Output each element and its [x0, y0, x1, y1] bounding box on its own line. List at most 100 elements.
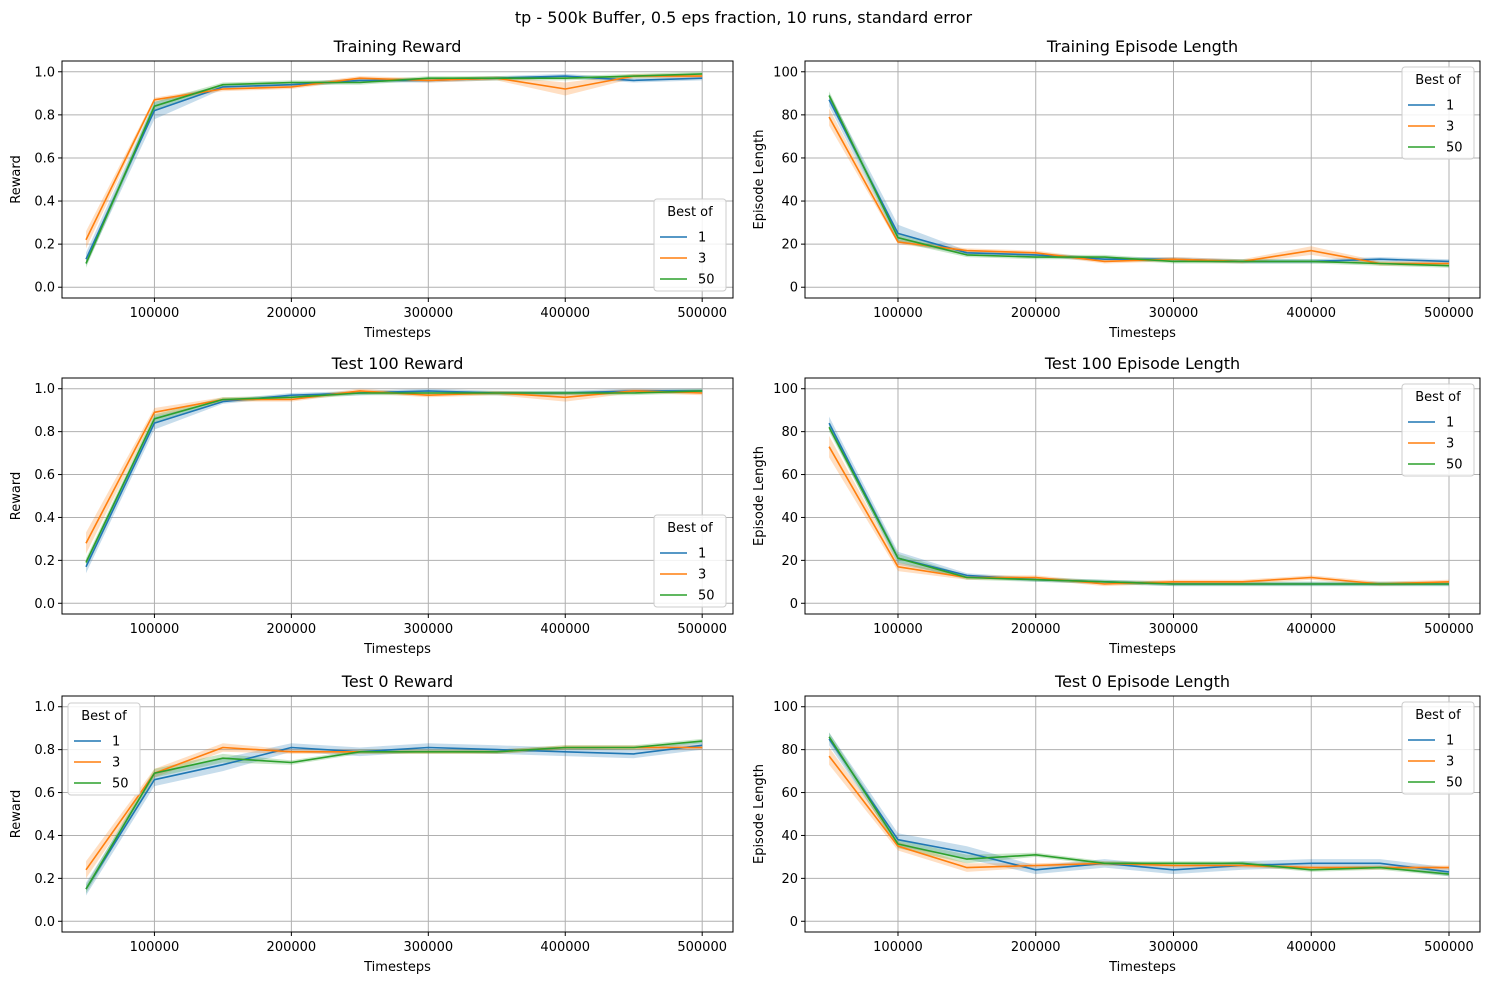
legend-label-50: 50 [1446, 141, 1463, 156]
x-axis-label: Timesteps [1108, 960, 1176, 975]
x-tick-label: 300000 [403, 940, 453, 955]
legend: Best of 1 3 50 [653, 514, 727, 608]
legend-label-1: 1 [698, 231, 706, 246]
x-tick-label: 100000 [130, 940, 180, 955]
axes-frame [804, 695, 1481, 933]
axes-frame [61, 377, 734, 615]
legend-label-1: 1 [1446, 734, 1454, 749]
x-tick-label: 300000 [1149, 306, 1199, 321]
axes-title: Test 100 Episode Length [1044, 354, 1240, 373]
x-tick-label: 500000 [677, 622, 727, 637]
series-50-error-band [829, 423, 1449, 587]
x-tick-label: 200000 [1011, 940, 1061, 955]
x-tick-label: 200000 [1011, 622, 1061, 637]
legend-label-50: 50 [1446, 458, 1463, 473]
legend: Best of 1 3 50 [67, 702, 141, 796]
y-axis-label: Reward [9, 155, 24, 203]
y-tick-label: 20 [781, 238, 798, 253]
series-50-line [828, 736, 1450, 875]
chart-0: 100000 200000 300000 400000 500000 0.0 0.2 0.4 0… [9, 37, 734, 341]
series-1-line [85, 744, 703, 890]
y-tick-label: 0.2 [34, 872, 55, 887]
y-tick-label: 80 [781, 425, 798, 440]
y-tick-label: 80 [781, 743, 798, 758]
y-tick-label: 100 [773, 65, 798, 80]
y-axis-label: Episode Length [752, 764, 767, 864]
x-tick-label: 100000 [130, 622, 180, 637]
legend-label-50: 50 [112, 777, 129, 792]
chart-5: 100000 200000 300000 400000 500000 0 20 40 60 80 1… [752, 672, 1481, 975]
legend-label-3: 3 [1446, 120, 1454, 135]
series-50-line [85, 390, 703, 563]
legend-label-50: 50 [1446, 776, 1463, 791]
y-tick-label: 100 [773, 700, 798, 715]
y-tick-label: 0.0 [34, 281, 55, 296]
x-tick-label: 200000 [1011, 306, 1061, 321]
series-1-error-band [86, 741, 703, 896]
x-tick-label: 500000 [1424, 306, 1474, 321]
legend: Best of 1 3 50 [1401, 701, 1475, 795]
y-tick-label: 80 [781, 108, 798, 123]
x-tick-label: 100000 [130, 306, 180, 321]
x-axis-label: Timesteps [363, 326, 431, 341]
y-tick-label: 60 [781, 786, 798, 801]
y-tick-label: 20 [781, 872, 798, 887]
y-tick-label: 0.8 [34, 108, 55, 123]
y-tick-label: 0.2 [34, 554, 55, 569]
x-tick-label: 200000 [267, 622, 317, 637]
legend-title: Best of [1415, 708, 1461, 723]
chart-1: 100000 200000 300000 400000 500000 0 20 40 60 80 1… [752, 37, 1481, 341]
series-50-line [828, 426, 1449, 585]
legend: Best of 1 3 50 [653, 198, 727, 292]
series-50-line [85, 740, 703, 890]
axes-frame [61, 695, 734, 933]
legend-title: Best of [81, 709, 127, 724]
series-50-line [85, 73, 703, 264]
legend: Best of 1 3 50 [1401, 383, 1475, 477]
y-axis-label: Reward [9, 472, 24, 520]
y-tick-label: 0.6 [34, 468, 55, 483]
axes-title: Test 0 Reward [341, 672, 453, 691]
x-tick-label: 200000 [267, 940, 317, 955]
y-tick-label: 0.4 [34, 195, 55, 210]
axes-title: Training Episode Length [1046, 37, 1238, 56]
series-1-error-band [829, 732, 1449, 877]
y-tick-label: 0 [790, 597, 798, 612]
y-tick-label: 100 [773, 382, 798, 397]
legend-label-1: 1 [698, 547, 706, 562]
y-axis-label: Episode Length [752, 446, 767, 546]
y-axis-label: Episode Length [752, 129, 767, 229]
y-tick-label: 0.0 [34, 597, 55, 612]
y-tick-label: 20 [781, 554, 798, 569]
axes-title: Test 0 Episode Length [1054, 672, 1230, 691]
y-tick-label: 1.0 [34, 382, 55, 397]
x-axis-label: Timesteps [363, 960, 431, 975]
axes-title: Test 100 Reward [331, 354, 464, 373]
legend-box [1401, 701, 1475, 795]
legend-box [653, 198, 727, 292]
legend-label-50: 50 [698, 589, 715, 604]
y-tick-label: 0 [790, 915, 798, 930]
x-tick-label: 100000 [873, 622, 923, 637]
x-tick-label: 400000 [540, 622, 590, 637]
x-tick-label: 100000 [873, 306, 923, 321]
x-tick-label: 400000 [540, 940, 590, 955]
x-tick-label: 400000 [1286, 940, 1336, 955]
x-tick-label: 500000 [1424, 622, 1474, 637]
axes-frame [804, 60, 1481, 299]
legend-label-3: 3 [698, 568, 706, 583]
x-tick-label: 300000 [403, 622, 453, 637]
x-tick-label: 500000 [677, 306, 727, 321]
legend-box [67, 702, 141, 796]
series-50-error-band [829, 91, 1449, 268]
legend-label-1: 1 [1446, 99, 1454, 114]
legend-title: Best of [667, 205, 713, 220]
y-axis-label: Reward [9, 790, 24, 838]
x-tick-label: 300000 [1149, 940, 1199, 955]
series-1-error-band [829, 93, 1449, 264]
chart-3: 100000 200000 300000 400000 500000 0 20 40 60 80 1… [752, 354, 1481, 657]
x-tick-label: 300000 [1149, 622, 1199, 637]
series-1-line [85, 390, 703, 568]
legend-label-1: 1 [1446, 416, 1454, 431]
axes-frame [804, 377, 1481, 615]
